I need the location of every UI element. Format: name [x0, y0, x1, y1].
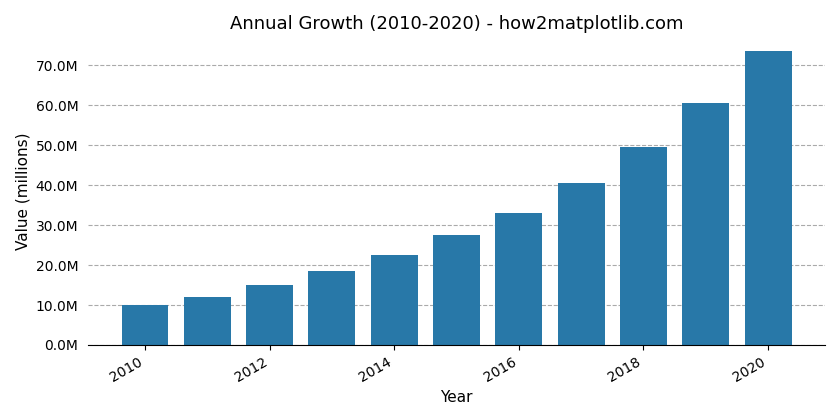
Bar: [620, 147, 667, 345]
Title: Annual Growth (2010-2020) - how2matplotlib.com: Annual Growth (2010-2020) - how2matplotl…: [230, 15, 683, 33]
Bar: [308, 271, 355, 345]
X-axis label: Year: Year: [440, 390, 473, 405]
Bar: [122, 305, 168, 345]
Bar: [496, 213, 542, 345]
Bar: [433, 235, 480, 345]
Bar: [246, 285, 293, 345]
Bar: [184, 297, 231, 345]
Bar: [745, 51, 791, 345]
Y-axis label: Value (millions): Value (millions): [15, 132, 30, 250]
Bar: [558, 183, 605, 345]
Bar: [682, 103, 729, 345]
Bar: [370, 255, 417, 345]
